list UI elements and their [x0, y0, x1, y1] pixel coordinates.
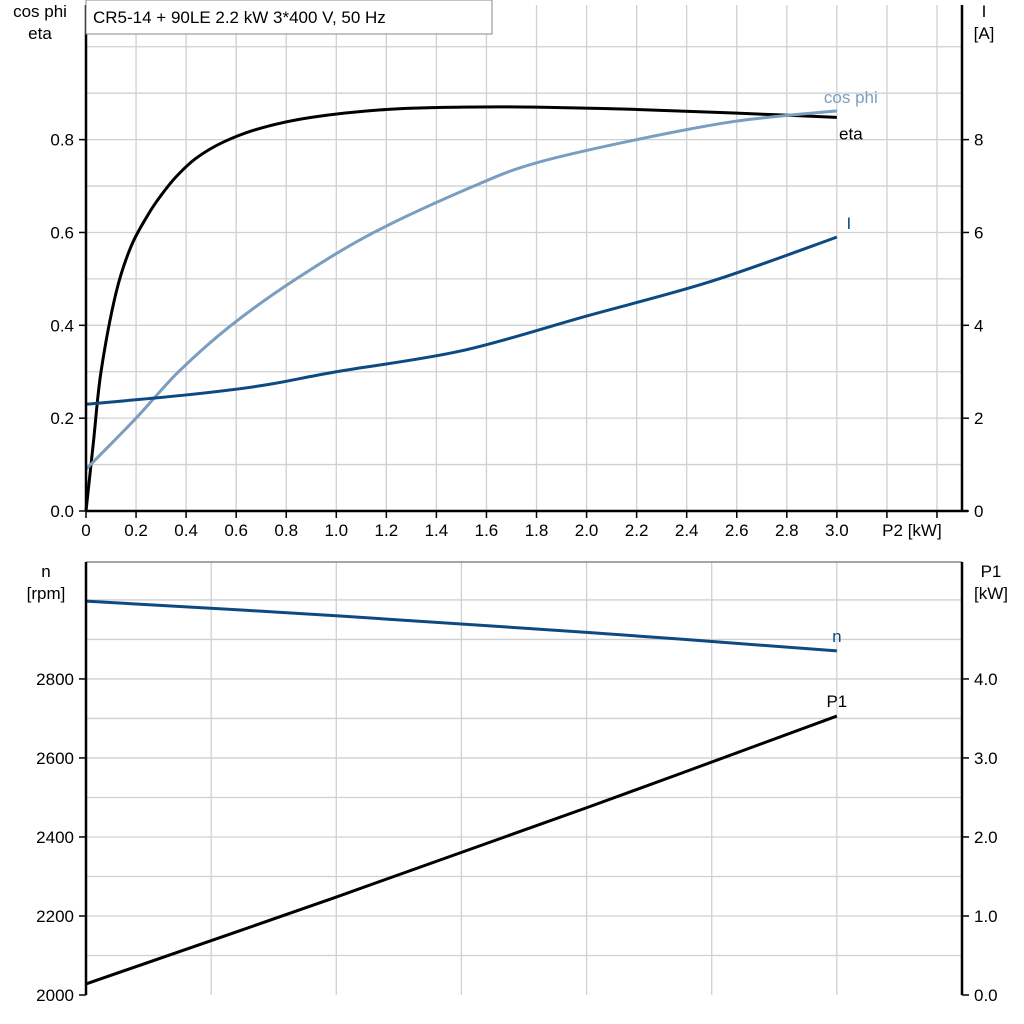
y-left-tick-label: 2000 — [36, 986, 74, 1005]
y-right-tick-label: 2 — [974, 409, 983, 428]
y-right-tick-label: 8 — [974, 131, 983, 150]
y-left-tick-label: 0.0 — [50, 502, 74, 521]
p1-curve — [85, 714, 838, 986]
y-right-tick-label: 1.0 — [974, 907, 998, 926]
y-right-tick-label: 0.0 — [974, 986, 998, 1005]
x-tick-label: 1.4 — [425, 521, 449, 540]
i-curve — [85, 235, 838, 406]
x-tick-label: 2.2 — [625, 521, 649, 540]
x-tick-label: 0.2 — [124, 521, 148, 540]
x-tick-label: 2.0 — [575, 521, 599, 540]
chart-title: CR5-14 + 90LE 2.2 kW 3*400 V, 50 Hz — [93, 8, 386, 27]
y-left-axis-title: [rpm] — [27, 584, 66, 603]
y-right-axis-title: [kW] — [974, 584, 1008, 603]
y-left-tick-label: 2400 — [36, 828, 74, 847]
y-right-tick-label: 4 — [974, 316, 983, 335]
x-tick-label: 0.4 — [174, 521, 198, 540]
x-tick-label: 0.8 — [274, 521, 298, 540]
x-tick-label: 2.4 — [675, 521, 699, 540]
y-right-tick-label: 0 — [974, 502, 983, 521]
x-tick-label: 2.6 — [725, 521, 749, 540]
y-left-axis-title: cos phi — [13, 2, 67, 21]
y-right-tick-label: 6 — [974, 223, 983, 242]
title-box — [85, 0, 493, 35]
n-curve — [85, 599, 837, 653]
y-left-tick-label: 0.4 — [50, 316, 74, 335]
y-left-tick-label: 2200 — [36, 907, 74, 926]
y-left-tick-label: 0.2 — [50, 409, 74, 428]
x-tick-label: 2.8 — [775, 521, 799, 540]
y-left-axis-title: eta — [28, 24, 52, 43]
i-curve-label: I — [846, 214, 851, 233]
x-tick-label: 0.6 — [224, 521, 248, 540]
y-right-tick-label: 3.0 — [974, 749, 998, 768]
x-tick-label: 1.8 — [525, 521, 549, 540]
x-axis-title: P2 [kW] — [882, 521, 942, 540]
x-tick-label: 3.0 — [825, 521, 849, 540]
y-right-tick-label: 4.0 — [974, 670, 998, 689]
x-tick-label: 1.0 — [324, 521, 348, 540]
y-left-tick-label: 2800 — [36, 670, 74, 689]
x-tick-label: 0 — [81, 521, 90, 540]
y-right-axis-title: P1 — [981, 562, 1002, 581]
y-left-tick-label: 2600 — [36, 749, 74, 768]
y-left-tick-label: 0.8 — [50, 131, 74, 150]
y-right-axis-title: I — [982, 2, 987, 21]
eta-curve-label: eta — [839, 124, 863, 143]
eta-curve — [84, 105, 837, 512]
y-right-axis-title: [A] — [974, 24, 995, 43]
p1-curve-label: P1 — [826, 692, 847, 711]
cos-phi-curve — [84, 109, 838, 471]
cos-phi-curve-label: cos phi — [824, 88, 878, 107]
y-left-tick-label: 0.6 — [50, 223, 74, 242]
n-curve-label: n — [832, 627, 841, 646]
x-tick-label: 1.2 — [375, 521, 399, 540]
y-right-tick-label: 2.0 — [974, 828, 998, 847]
y-left-axis-title: n — [41, 562, 50, 581]
x-tick-label: 1.6 — [475, 521, 499, 540]
